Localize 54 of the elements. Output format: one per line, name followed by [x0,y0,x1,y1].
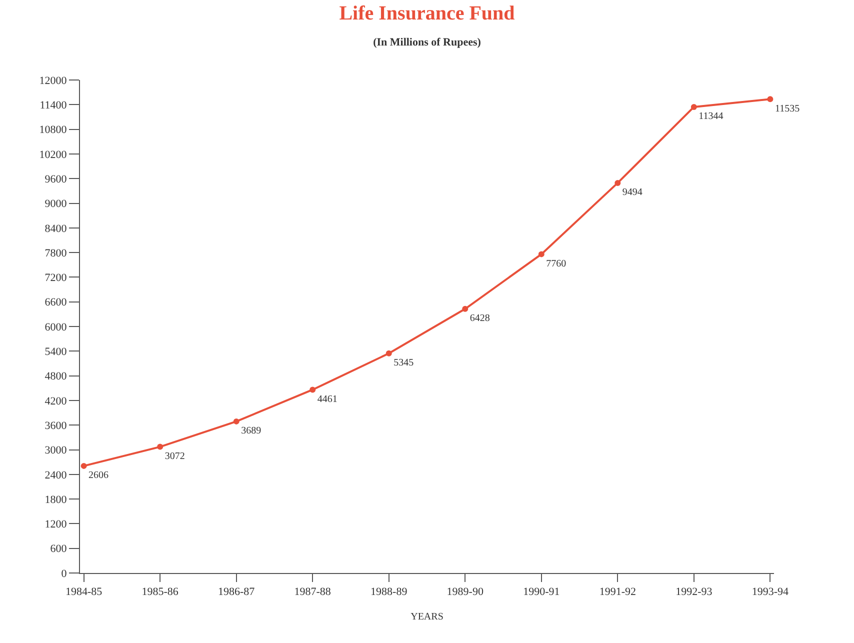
point [157,444,164,450]
data-label: 11344 [698,111,724,122]
data-label: 6428 [470,313,490,324]
y-tick-label: 7800 [44,247,68,260]
x-tick-label: 1984-85 [65,586,103,598]
y-tick-label: 4800 [44,370,68,383]
x-axis-title: YEARS [410,612,444,623]
point [538,251,544,258]
y-tick-label: 600 [50,543,68,556]
point [233,418,240,424]
chart-subtitle: (In Millions of Rupees) [373,36,482,48]
point [80,462,87,469]
point [767,96,774,102]
y-tick-label: 8400 [44,222,68,235]
data-label: 2606 [88,470,109,482]
point [310,386,316,393]
y-tick-label: 10800 [39,124,68,136]
y-tick-label: 2400 [44,469,68,482]
x-tick-label: 1987-88 [294,586,332,598]
x-tick-label: 1988-89 [370,586,408,598]
point [462,306,468,312]
x-tick-label: 1985-86 [142,586,179,598]
x-tick-label: 1990-91 [523,586,560,598]
y-tick-label: 6000 [44,321,68,334]
y-tick-label: 7200 [44,272,68,284]
point [386,350,392,356]
y-tick-label: 3600 [44,420,68,432]
data-label: 3072 [164,451,185,462]
y-tick-label: 11400 [40,100,68,112]
data-label: 9494 [622,187,642,198]
y-tick-label: 9000 [44,198,68,210]
y-tick-label: 6600 [44,296,68,309]
chart-title: Life Insurance Fund [339,2,515,24]
point [690,104,697,110]
y-tick-label: 12000 [39,74,68,87]
y-tick-label: 9600 [44,173,68,186]
y-tick-label: 1800 [44,494,68,506]
data-label: 7760 [546,258,566,270]
y-tick-label: 10200 [39,148,68,161]
x-tick-label: 1986-87 [218,586,256,598]
x-tick-label: 1993-94 [752,586,790,598]
y-tick-label: 4200 [44,395,68,408]
y-tick-label: 0 [61,568,68,580]
data-label: 11535 [774,103,800,114]
data-label: 5345 [394,358,414,369]
x-tick-label: 1992-93 [676,586,713,598]
x-tick-label: 1989-90 [446,586,484,598]
y-tick-label: 3000 [44,444,68,457]
y-tick-label: 1200 [44,518,68,531]
data-label: 4461 [317,394,338,405]
data-label: 3689 [241,426,262,437]
point [614,180,621,186]
x-tick-label: 1991-92 [599,586,636,598]
y-tick-label: 5400 [44,346,68,358]
